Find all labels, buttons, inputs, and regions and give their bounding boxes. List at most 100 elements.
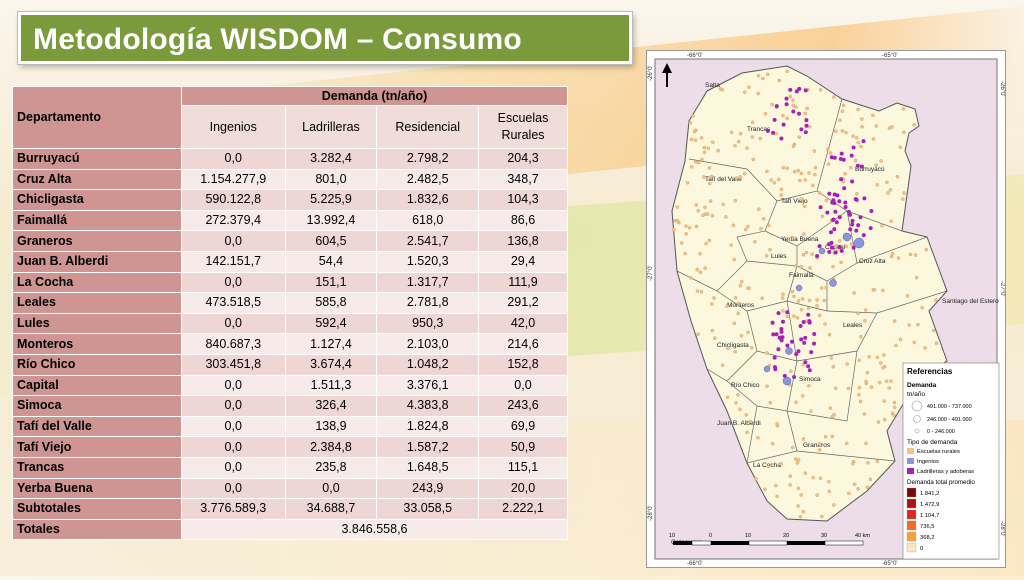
- school-point: [890, 125, 894, 129]
- school-point: [818, 88, 823, 92]
- row-department: Monteros: [12, 333, 182, 355]
- school-point: [708, 181, 712, 186]
- brickworks-point: [850, 179, 855, 184]
- row-value: 291,2: [478, 292, 568, 314]
- school-point: [781, 309, 785, 313]
- school-point: [857, 392, 861, 397]
- legend-tipo-label-1: Escuelas rurales: [917, 449, 960, 455]
- school-point: [924, 247, 929, 252]
- school-point: [720, 87, 725, 92]
- brickworks-point: [829, 240, 834, 245]
- school-point: [698, 270, 703, 275]
- legend-title: Referencias: [907, 367, 953, 376]
- label-monteros: Monteros: [727, 302, 755, 309]
- subtotal-value: 33.058,5: [376, 498, 479, 520]
- school-point: [823, 322, 827, 326]
- table-row: Faimallá 272.379,4 13.992,4 618,0 86,6: [12, 209, 568, 232]
- brickworks-point: [782, 373, 787, 378]
- row-value: 473.518,5: [181, 292, 286, 314]
- legend-ramp: 1.841,2 1.472,9 1.104,7 736,5 368,2 0: [906, 487, 939, 553]
- brickworks-point: [862, 196, 867, 201]
- school-point: [851, 134, 855, 138]
- school-point: [823, 435, 828, 439]
- school-point: [908, 252, 913, 257]
- school-point: [844, 441, 849, 446]
- school-point: [824, 198, 829, 203]
- school-point: [791, 98, 795, 103]
- school-point: [820, 214, 825, 219]
- brickworks-point: [774, 104, 779, 109]
- school-point: [791, 144, 796, 149]
- legend-ramp-swatch: [906, 542, 917, 553]
- row-value: 585,8: [284, 292, 378, 314]
- school-point: [820, 514, 824, 519]
- school-point: [743, 227, 748, 232]
- school-point: [887, 386, 892, 390]
- school-point: [785, 166, 790, 171]
- row-department: Simoca: [12, 395, 182, 417]
- school-point: [688, 121, 693, 125]
- school-point: [756, 435, 760, 440]
- label-simoca: Simoca: [799, 376, 821, 383]
- brickworks-point: [807, 319, 812, 324]
- school-point: [840, 109, 845, 113]
- school-point: [703, 266, 707, 270]
- table-row: Chicligasta 590.122,8 5.225,9 1.832,6 104,3: [12, 189, 568, 211]
- school-point: [710, 328, 715, 333]
- brickworks-point: [773, 365, 777, 370]
- school-point: [901, 197, 905, 201]
- brickworks-point: [772, 355, 777, 360]
- subtotal-value: 2.222,1: [478, 498, 568, 520]
- school-point: [852, 291, 856, 295]
- label-graneros: Graneros: [803, 442, 831, 449]
- school-point: [803, 471, 808, 475]
- school-point: [743, 90, 747, 95]
- school-point: [799, 264, 803, 269]
- legend-tipo-swatch-2: [907, 458, 914, 464]
- school-point: [879, 159, 883, 163]
- sugar-mill-point: [829, 279, 837, 287]
- row-value: 138,9: [284, 415, 378, 438]
- scale-label-30: 30: [821, 533, 827, 539]
- brickworks-point: [792, 375, 797, 379]
- school-point: [913, 253, 918, 257]
- school-point: [817, 448, 822, 452]
- school-point: [849, 242, 854, 246]
- label-chicligasta: Chicligasta: [717, 342, 749, 349]
- school-point: [894, 343, 898, 348]
- row-value: 42,0: [478, 312, 568, 335]
- scale-label-10b: 10: [745, 533, 751, 539]
- row-department: Tafí Viejo: [12, 436, 182, 458]
- school-point: [882, 399, 887, 403]
- brickworks-point: [798, 324, 803, 328]
- school-point: [807, 384, 811, 388]
- school-point: [840, 129, 845, 133]
- brickworks-point: [869, 209, 874, 213]
- legend-size-label-1: 491.000 - 737.000: [927, 404, 972, 410]
- legend-tipo-swatch-1: [907, 448, 914, 454]
- row-department: Río Chico: [12, 353, 182, 376]
- department-borders: [676, 98, 948, 464]
- school-point: [875, 183, 880, 187]
- school-point: [889, 254, 894, 259]
- legend-ramp-label: 1.104,7: [920, 513, 939, 519]
- school-point: [699, 136, 704, 140]
- school-point: [851, 461, 855, 466]
- table-row: Leales 473.518,5 585,8 2.781,8 291,2: [12, 292, 568, 314]
- school-point: [845, 362, 849, 366]
- school-point: [856, 107, 860, 112]
- school-point: [905, 294, 910, 298]
- brickworks-point: [791, 109, 796, 114]
- row-value: 151,1: [284, 271, 378, 294]
- brickworks-point: [797, 86, 802, 91]
- row-value: 326,4: [284, 395, 378, 417]
- school-point: [882, 417, 887, 422]
- school-point: [828, 406, 833, 410]
- legend-ramp-swatch: [906, 509, 917, 520]
- brickworks-point: [784, 96, 789, 101]
- school-point: [912, 340, 917, 345]
- row-value: 2.541,7: [376, 230, 479, 252]
- graticule-top-2: -65°0': [882, 53, 898, 59]
- school-point: [907, 323, 911, 327]
- school-point: [794, 105, 798, 109]
